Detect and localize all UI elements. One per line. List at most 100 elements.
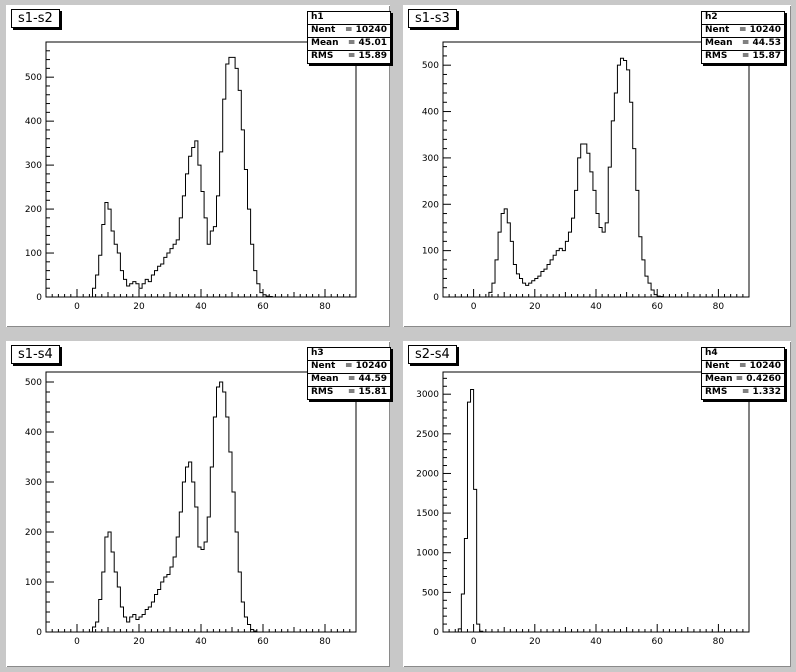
- stats-row: RMS = 1.332: [702, 386, 784, 399]
- stats-label: RMS: [705, 387, 728, 397]
- histogram-bin: [260, 293, 263, 297]
- histogram-bin: [192, 482, 195, 632]
- histogram-bin: [114, 572, 117, 632]
- stats-row: RMS = 15.81: [308, 386, 390, 399]
- histogram-bin: [614, 93, 617, 297]
- y-tick-label: 0: [433, 628, 439, 638]
- histogram-bin: [133, 282, 136, 297]
- histogram-bin: [198, 165, 201, 297]
- histogram-bin: [477, 624, 480, 632]
- histogram-bin: [568, 232, 571, 297]
- x-tick-label: 80: [713, 302, 725, 312]
- histogram-bin: [513, 265, 516, 297]
- stats-label: Nent: [311, 361, 336, 371]
- histogram-bin: [235, 532, 238, 632]
- histogram-bin: [108, 209, 111, 297]
- x-tick-label: 40: [195, 637, 207, 647]
- histogram-bin: [195, 507, 198, 632]
- histogram-bin: [229, 57, 232, 297]
- histogram-bin: [120, 271, 123, 297]
- stats-label: Mean: [311, 374, 339, 384]
- histogram-bin: [93, 627, 96, 632]
- histogram-bin: [210, 467, 213, 632]
- histogram-bin: [504, 209, 507, 297]
- histogram-bin: [96, 275, 99, 297]
- stats-value: = 1.332: [741, 387, 781, 397]
- histogram-bin: [145, 279, 148, 297]
- histogram-bin: [480, 631, 483, 632]
- histogram-bin: [495, 260, 498, 297]
- stats-value: = 15.87: [741, 51, 781, 61]
- stats-row: Mean = 45.01: [308, 37, 390, 50]
- stats-value: = 44.53: [741, 38, 781, 48]
- histogram-bin: [102, 224, 105, 297]
- stats-label: Nent: [311, 25, 336, 35]
- y-tick-label: 2000: [416, 469, 439, 479]
- histogram-bin: [633, 149, 636, 297]
- stats-value: = 44.59: [347, 374, 387, 384]
- stats-value: = 15.89: [347, 51, 387, 61]
- histogram-bin: [136, 284, 139, 297]
- histogram-bin: [217, 387, 220, 632]
- histogram-bin: [220, 152, 223, 297]
- histogram-bin: [244, 617, 247, 632]
- histogram-bin: [139, 617, 142, 632]
- histogram-bin: [155, 595, 158, 633]
- histogram-bin: [657, 296, 660, 297]
- histogram-bin: [232, 57, 235, 297]
- histogram-title: s1-s4: [11, 345, 60, 364]
- y-tick-label: 400: [422, 108, 439, 118]
- y-tick-label: 400: [25, 117, 42, 127]
- stats-name: h4: [705, 348, 718, 358]
- histogram-bin: [176, 537, 179, 632]
- y-tick-label: 300: [25, 478, 42, 488]
- histogram-bin: [599, 227, 602, 297]
- histogram-bin: [596, 214, 599, 297]
- stats-box: h2 Nent = 10240 Mean = 44.53 RMS = 15.87: [701, 11, 785, 64]
- histogram-bin: [127, 286, 130, 297]
- stats-row: Nent = 10240: [308, 360, 390, 373]
- stats-name: h2: [705, 12, 718, 22]
- histogram-bin: [99, 255, 102, 297]
- histogram-bin: [195, 141, 198, 297]
- histogram-bin: [186, 174, 189, 297]
- histogram-bin: [254, 271, 257, 297]
- histogram-bin: [142, 284, 145, 297]
- stats-row: RMS = 15.89: [308, 50, 390, 63]
- histogram-bin: [474, 489, 477, 632]
- histogram-bin: [538, 276, 541, 297]
- stats-box: h4 Nent = 10240 Mean = 0.4260 RMS = 1.332: [701, 347, 785, 400]
- histogram-bin: [648, 283, 651, 297]
- y-tick-label: 3000: [416, 390, 439, 400]
- pad-2[interactable]: 0 20 40 60 80 0 100 200 300 400 500 s1-s3 h2 Nent = 10…: [403, 5, 791, 327]
- stats-box: h1 Nent = 10240 Mean = 45.01 RMS = 15.89: [307, 11, 391, 64]
- histogram-bin: [155, 271, 158, 297]
- histogram-bin: [223, 99, 226, 297]
- stats-label: Mean: [311, 38, 339, 48]
- histogram-bin: [213, 417, 216, 632]
- histogram-bin: [151, 275, 154, 297]
- histogram-bin: [130, 284, 133, 297]
- histogram-bin: [158, 266, 161, 297]
- x-tick-label: 20: [133, 302, 145, 312]
- stats-row: Nent = 10240: [702, 360, 784, 373]
- histogram-bin: [204, 542, 207, 632]
- histogram-bin: [464, 538, 467, 632]
- histogram-bin: [124, 279, 127, 297]
- y-tick-label: 1000: [416, 549, 439, 559]
- histogram-bin: [108, 532, 111, 632]
- x-tick-label: 60: [257, 637, 269, 647]
- pad-1[interactable]: 0 20 40 60 80 0 100 200 300 400 500 s1-s2 h1 Nent = 10…: [6, 5, 391, 327]
- histogram-bin: [186, 467, 189, 632]
- histogram-bin: [559, 248, 562, 297]
- histogram-bin: [145, 610, 148, 633]
- histogram-bin: [229, 452, 232, 632]
- pad-3[interactable]: 0 20 40 60 80 0 100 200 300 400 500 s1-s4 h3 Nent = 10…: [6, 341, 391, 667]
- stats-label: RMS: [311, 387, 334, 397]
- histogram-bin: [217, 196, 220, 297]
- histogram-bin: [161, 582, 164, 632]
- pad-4[interactable]: 0 20 40 60 80 0 500 1000 1500 2000 2500 3000 s2-s4 h4…: [403, 341, 791, 667]
- histogram-bin: [130, 617, 133, 632]
- histogram-bin: [624, 61, 627, 297]
